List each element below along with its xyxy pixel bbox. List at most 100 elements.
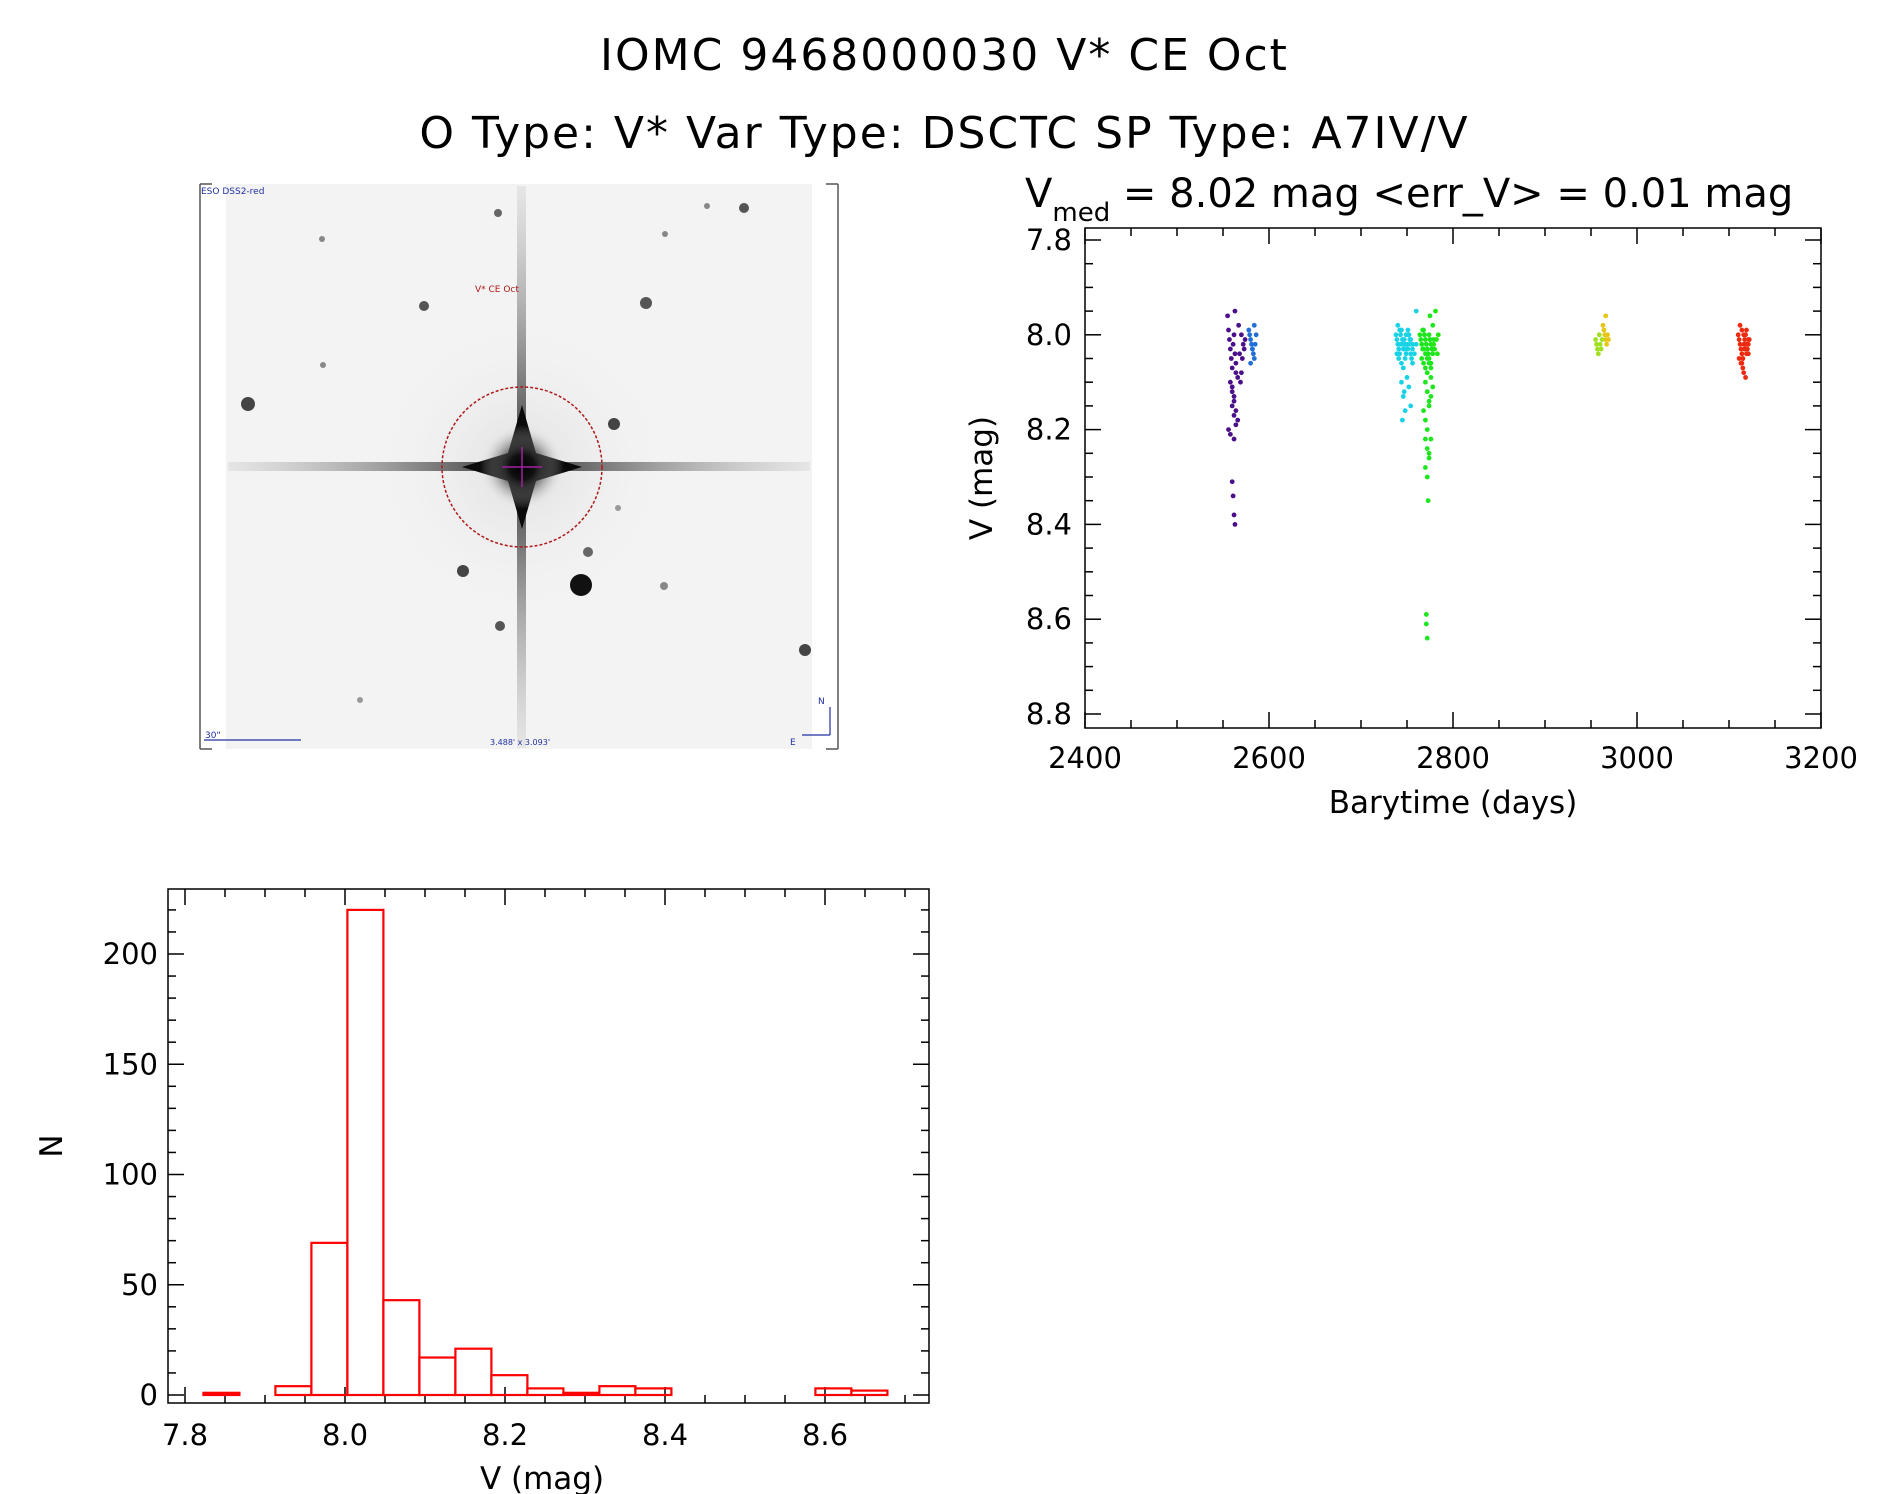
field-star [320,362,326,368]
light-curve-title: Vmed = 8.02 mag <err_V> = 0.01 mag [1025,171,1793,228]
object-type-line: O Type: V* Var Type: DSCTC SP Type: A7IV… [419,108,1470,159]
data-point [1397,327,1403,333]
data-point [1422,332,1427,338]
data-point [1594,341,1599,347]
field-star [419,301,429,311]
data-point [1408,351,1414,357]
histogram-bar [526,1387,565,1397]
light-curve-title-rest: = 8.02 mag <err_V> = 0.01 mag [1110,171,1793,217]
sky-image-panel: ESO DSS2-red V* CE Oct 30" 3.488' x 3.09… [199,183,839,750]
data-point [1433,308,1438,314]
data-point [1395,322,1401,328]
field-star [241,397,255,411]
data-point [1227,431,1233,437]
data-point [1413,341,1419,347]
data-point [1401,389,1407,395]
data-point [1423,417,1428,423]
x-tick-label: 8.2 [482,1418,528,1452]
data-point [1226,327,1231,333]
x-tick-label: 3200 [1784,741,1858,775]
data-point [1423,465,1428,470]
data-point [1231,412,1237,418]
light-curve-frame [1084,227,1822,729]
light-curve-y-label: V (mag) [964,416,1000,540]
fov-label: 3.488' x 3.093' [490,738,550,747]
data-point [1426,360,1432,366]
data-point [1604,341,1610,347]
data-point [1229,365,1235,371]
data-point [1400,394,1406,399]
data-point [1419,341,1425,347]
data-point [1233,360,1239,366]
field-star [319,236,325,242]
data-point [1595,351,1601,357]
data-point [1232,522,1238,527]
data-point [1424,346,1430,352]
data-point [1406,384,1412,390]
data-point [1741,332,1747,338]
data-point [1736,337,1742,342]
data-point [1227,337,1232,342]
histogram-bar [562,1391,601,1397]
field-star [739,203,749,213]
data-point [1742,346,1748,352]
x-tick-label: 7.8 [162,1418,208,1452]
data-point [1236,322,1242,328]
field-star [615,505,621,511]
y-tick-label: 50 [121,1268,158,1302]
data-point [1421,360,1426,366]
data-point [1736,356,1742,361]
y-tick-label: 7.8 [1026,223,1072,257]
x-tick-label: 8.6 [802,1418,848,1452]
y-tick-label: 150 [103,1047,158,1081]
histogram-bar [274,1385,313,1397]
data-point [1430,322,1436,328]
data-point [1253,332,1259,338]
field-star [583,547,593,557]
data-point [1403,351,1409,357]
data-point [1407,341,1413,347]
data-point [1745,337,1751,342]
data-point [1404,375,1410,380]
y-tick-label: 8.8 [1026,697,1072,731]
data-point [1248,337,1253,342]
data-point [1425,498,1431,504]
data-point [1231,436,1237,442]
field-star [494,209,502,217]
data-point [1744,351,1749,357]
field-star [570,574,592,596]
compass-north-label: N [818,697,825,707]
y-tick-label: 8.0 [1026,318,1072,352]
data-point [1427,313,1433,319]
histogram-bar [202,1391,241,1397]
data-point [1227,346,1233,352]
data-point [1423,379,1428,385]
data-point [1599,337,1605,342]
data-point [1411,351,1417,357]
data-point [1232,308,1238,314]
light-curve-points [1225,308,1752,641]
x-tick-label: 8.0 [322,1418,368,1452]
data-point [1593,337,1598,342]
data-point [1400,365,1406,371]
data-point [1409,356,1414,361]
data-point [1735,332,1741,338]
data-point [1738,346,1744,352]
image-frame-left-bracket [199,183,212,750]
data-point [1231,394,1237,399]
data-point [1595,346,1600,352]
data-point [1426,450,1432,456]
data-point [1740,356,1746,361]
compass-east-label: E [790,738,796,748]
data-point [1424,370,1430,376]
data-point [1737,322,1743,328]
data-point [1398,341,1403,347]
data-point [1403,332,1409,338]
data-point [1247,332,1253,338]
histogram-bar [490,1374,529,1397]
data-point [1413,308,1419,314]
histogram-bar [634,1387,673,1397]
data-point [1423,621,1429,627]
data-point [1233,408,1239,414]
